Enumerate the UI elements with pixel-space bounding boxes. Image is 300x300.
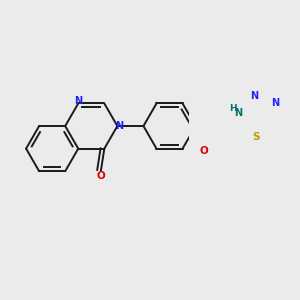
Text: N: N bbox=[74, 96, 82, 106]
Text: O: O bbox=[97, 171, 105, 181]
Text: N: N bbox=[271, 98, 279, 108]
Text: N: N bbox=[250, 91, 258, 101]
Text: H: H bbox=[229, 104, 236, 113]
Text: N: N bbox=[234, 108, 242, 118]
Text: S: S bbox=[252, 132, 259, 142]
Text: O: O bbox=[200, 146, 209, 156]
Text: N: N bbox=[115, 121, 123, 131]
